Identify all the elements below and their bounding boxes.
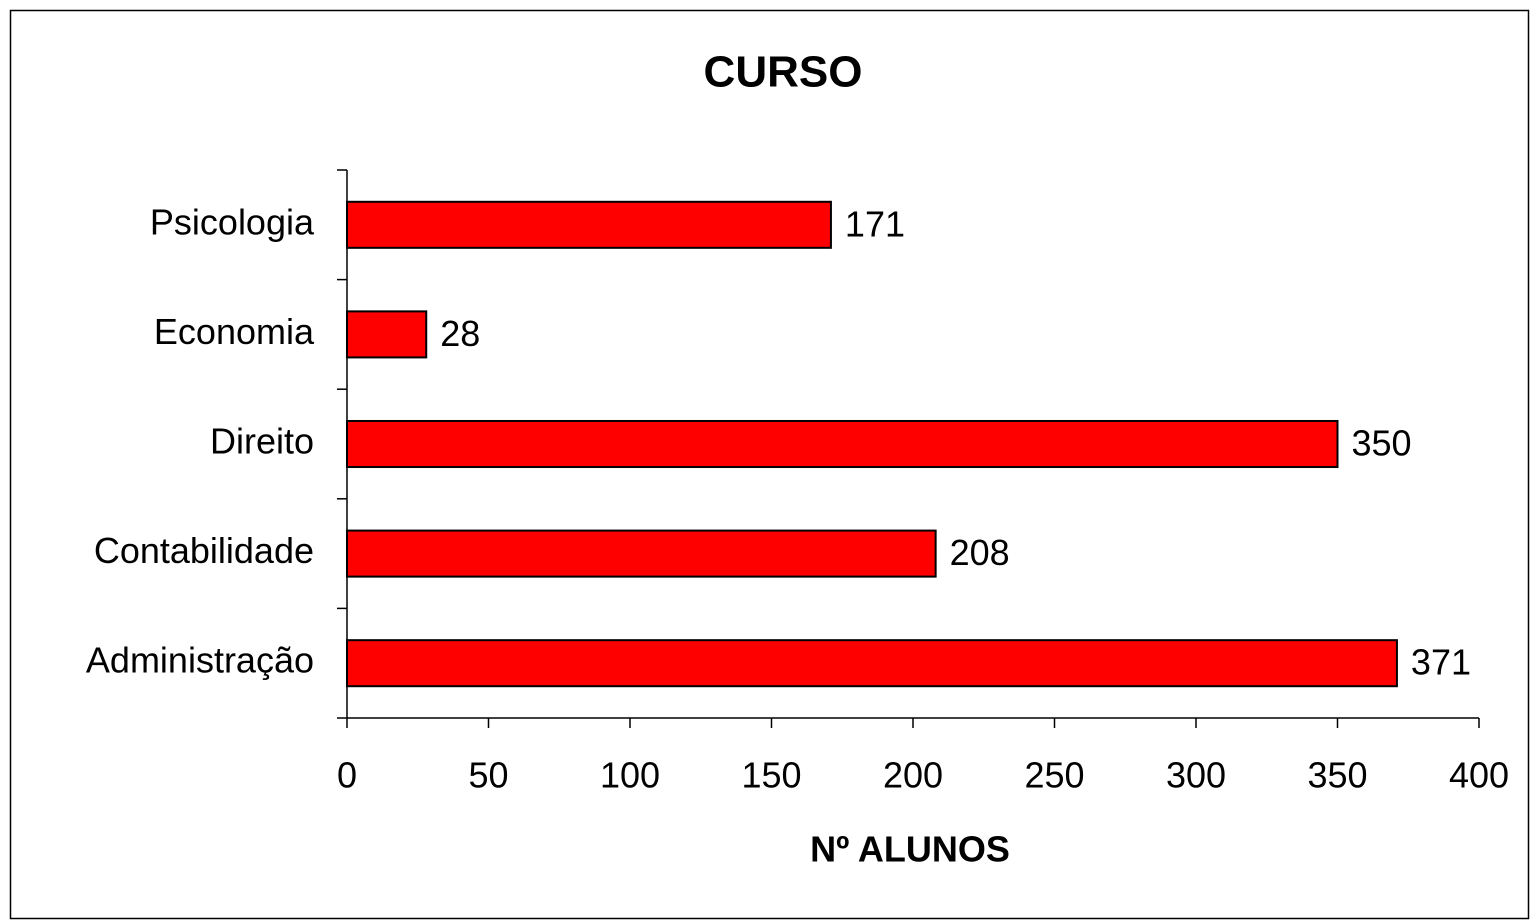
x-tick-label: 250 [1024, 755, 1084, 796]
bar [346, 310, 428, 359]
bar [346, 419, 1339, 469]
x-tick-label: 50 [468, 755, 508, 796]
x-tick-label: 0 [337, 755, 357, 796]
x-tick-label: 400 [1449, 755, 1509, 796]
value-label: 350 [1352, 423, 1412, 464]
x-tick-label: 100 [600, 755, 660, 796]
value-label: 171 [845, 203, 905, 244]
x-axis-label: Nº ALUNOS [810, 829, 1010, 870]
bar [346, 639, 1398, 688]
y-tick-label: Administração [86, 640, 314, 681]
x-tick-label: 350 [1307, 755, 1367, 796]
y-tick-label: Economia [154, 311, 315, 352]
x-tick-label: 300 [1166, 755, 1226, 796]
chart-title: CURSO [704, 48, 863, 97]
value-label: 208 [950, 532, 1010, 573]
x-tick-label: 200 [883, 755, 943, 796]
bar [346, 200, 832, 249]
y-tick-label: Direito [210, 421, 314, 462]
bar [346, 529, 937, 578]
y-tick-label: Contabilidade [94, 530, 314, 571]
value-label: 28 [440, 313, 480, 354]
y-tick-label: Psicologia [150, 201, 315, 242]
x-tick-label: 150 [741, 755, 801, 796]
value-label: 371 [1411, 642, 1471, 683]
